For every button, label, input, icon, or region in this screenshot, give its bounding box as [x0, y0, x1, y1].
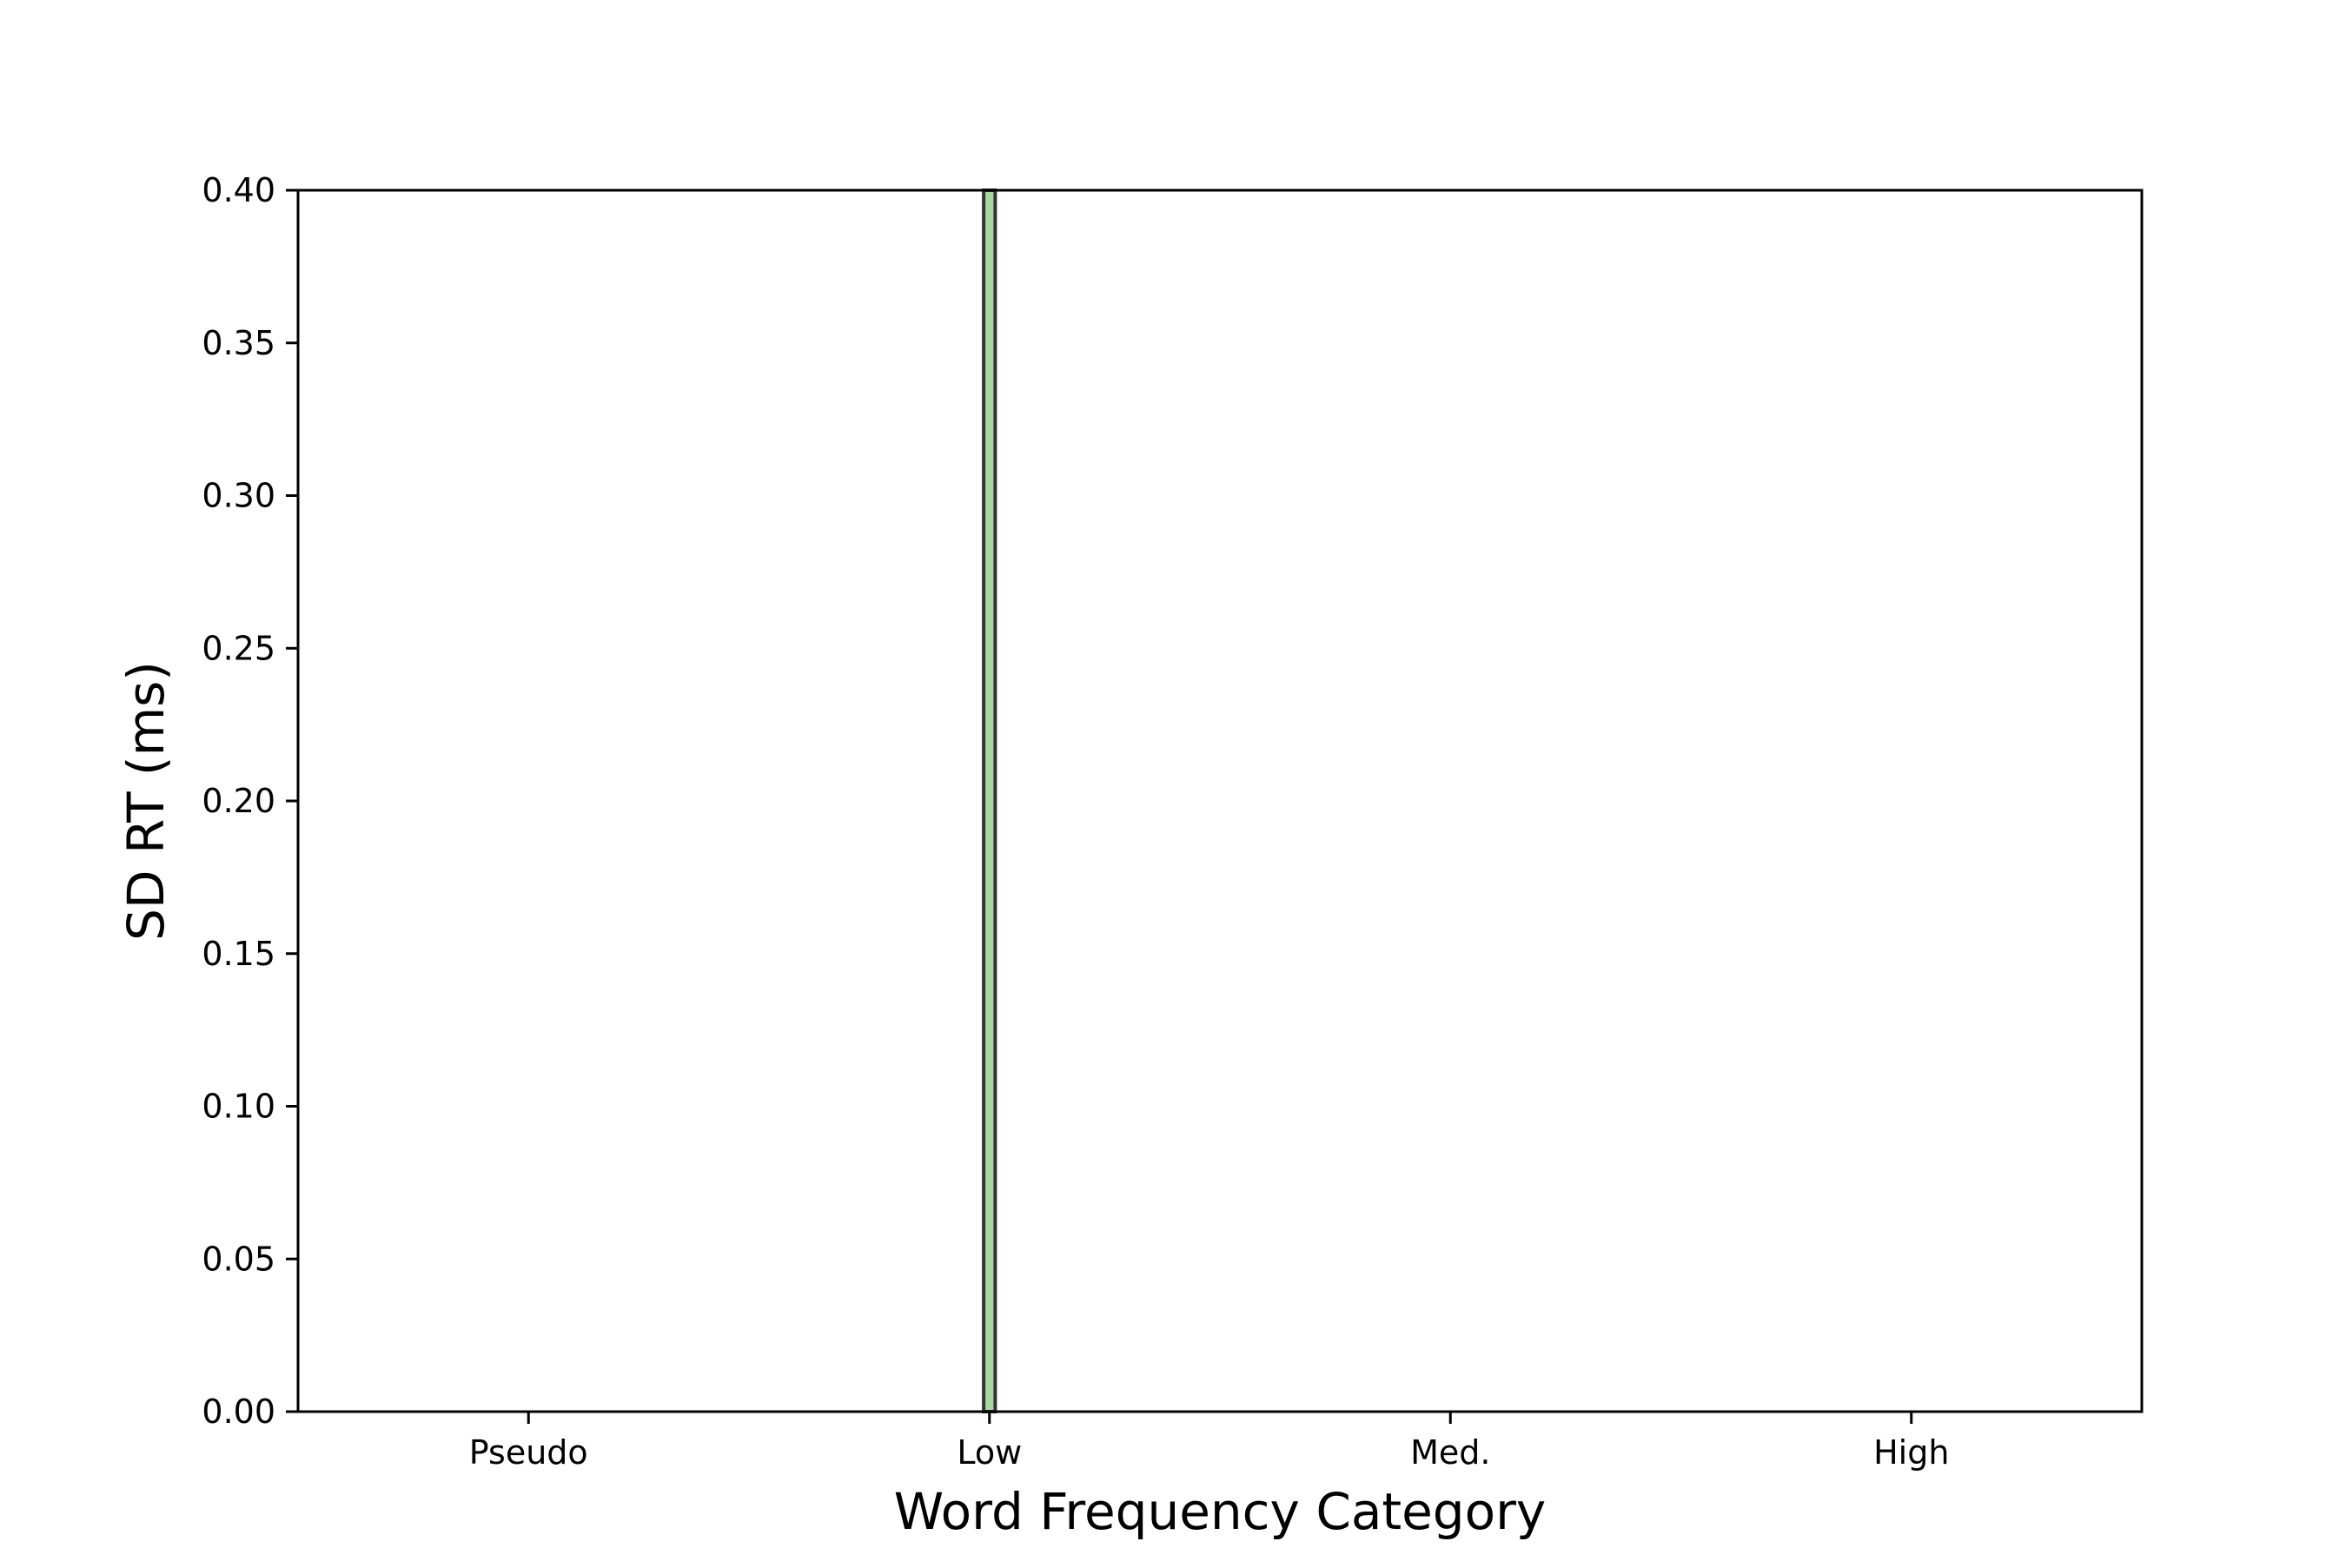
plot-frame	[296, 189, 2144, 1413]
y-tick-label: 0.15	[202, 935, 275, 973]
bars-layer	[982, 189, 997, 1413]
x-tick-label: High	[1873, 1433, 1949, 1472]
y-tick-label: 0.20	[202, 782, 275, 820]
y-tick-label: 0.30	[202, 477, 275, 515]
y-axis-label: SD RT (ms)	[116, 661, 176, 941]
y-tick-label: 0.00	[202, 1393, 275, 1431]
bar	[982, 189, 997, 1413]
x-tick-label: Pseudo	[469, 1433, 588, 1472]
y-tick-label: 0.35	[202, 324, 275, 362]
x-axis-ticks: Pseudo Low Med. High	[469, 1412, 1949, 1472]
y-tick-label: 0.40	[202, 171, 275, 209]
y-axis-ticks: 0.00 0.05 0.10 0.15 0.20 0.25 0.30 0.35 0.40	[202, 171, 298, 1431]
x-tick-label: Low	[957, 1433, 1022, 1472]
y-tick-label: 0.10	[202, 1088, 275, 1126]
x-axis-label: Word Frequency Category	[894, 1482, 1547, 1541]
y-tick-label: 0.05	[202, 1240, 275, 1278]
x-tick-label: Med.	[1410, 1433, 1490, 1472]
y-tick-label: 0.25	[202, 629, 275, 667]
